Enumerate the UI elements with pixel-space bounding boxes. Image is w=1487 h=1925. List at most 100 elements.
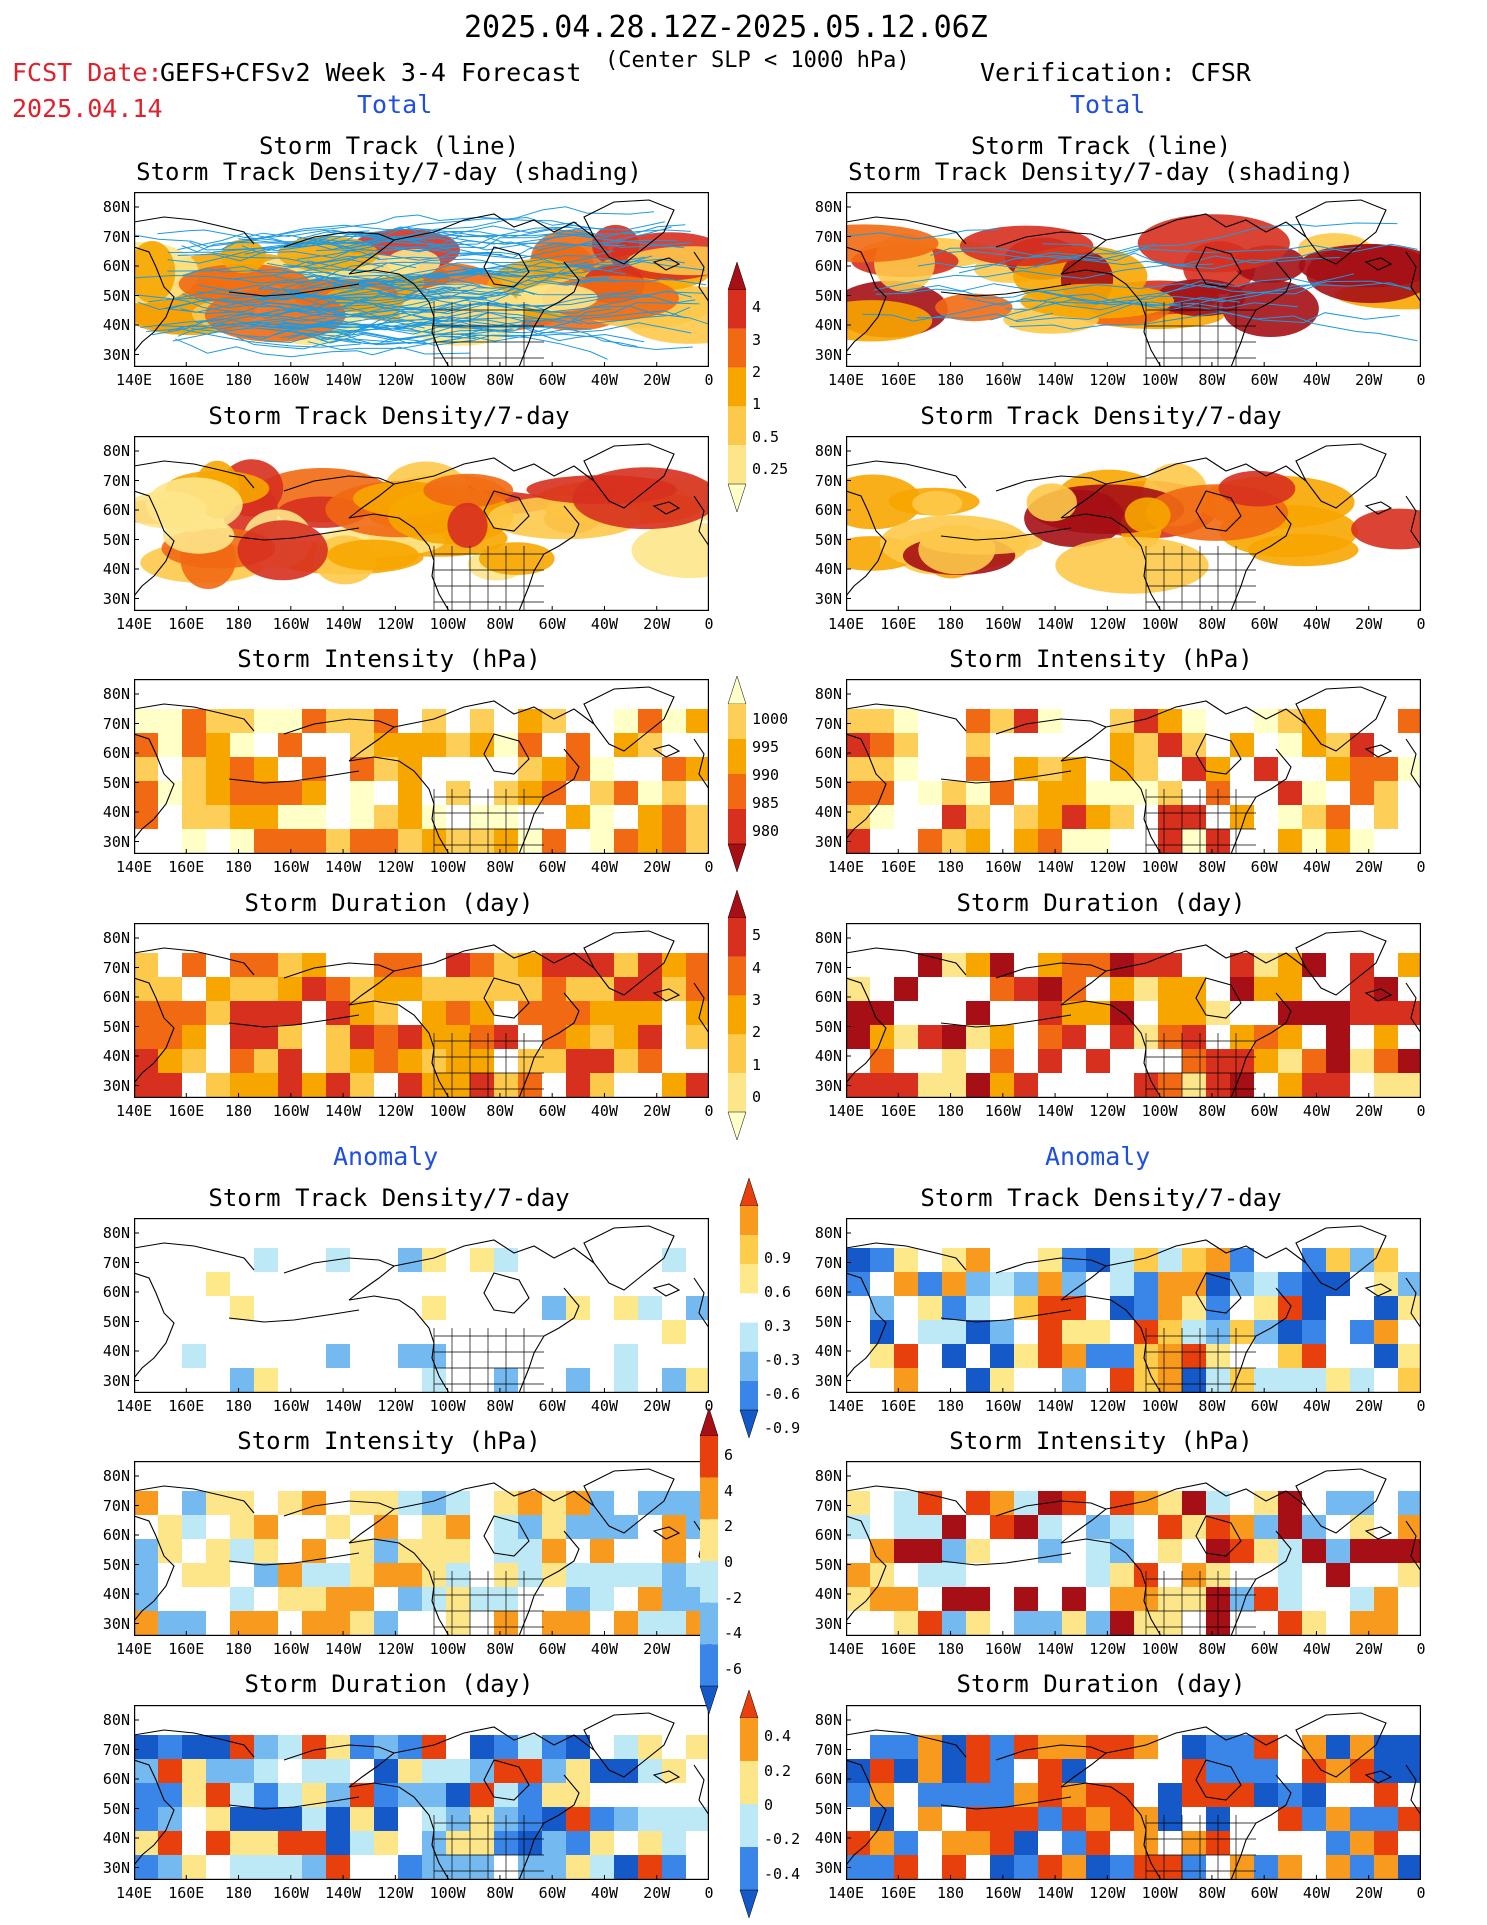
colorbar-swatch <box>700 1477 718 1520</box>
shading-cell <box>230 1073 254 1097</box>
lat-label: 50N <box>102 1799 130 1818</box>
shading-cell <box>542 1491 566 1515</box>
shading-cell <box>1230 1272 1254 1296</box>
shading-cell <box>1254 1025 1278 1049</box>
coast-europe <box>693 1277 710 1329</box>
coast-west-na <box>418 1315 450 1394</box>
shading-cell <box>1350 1735 1374 1759</box>
lon-label: 140E <box>115 1884 153 1902</box>
shading-cell <box>1158 1296 1182 1320</box>
coast-europe <box>1405 982 1422 1034</box>
shading-cell <box>254 829 278 853</box>
shading-cell <box>590 1563 614 1587</box>
axis-ticks <box>845 206 1422 367</box>
coast-greenland <box>1295 1468 1387 1534</box>
shading-cell <box>894 1515 918 1539</box>
shading-cell <box>1374 1735 1398 1759</box>
shading-cell <box>990 977 1014 1001</box>
state-borders <box>433 1571 544 1636</box>
map-panel-duanom-fcst <box>133 1704 710 1903</box>
shading-cell <box>542 1515 566 1539</box>
lon-label: 20W <box>643 371 671 389</box>
shading-cell <box>182 757 206 781</box>
storm-track-line <box>146 274 619 332</box>
shading-cell <box>1326 1491 1350 1515</box>
lat-label: 60N <box>102 1770 130 1788</box>
coast-asia <box>133 246 175 353</box>
shading-cell <box>1158 1855 1182 1879</box>
lon-label: 140W <box>325 1640 362 1658</box>
lat-label: 60N <box>814 988 842 1006</box>
colorbar-label: 0 <box>752 1088 762 1106</box>
shading-cell <box>966 1368 990 1392</box>
shading-cell <box>870 1831 894 1855</box>
shading-cell <box>302 757 326 781</box>
coast-greenland <box>583 1712 675 1778</box>
colorbar-label: 4 <box>752 298 762 316</box>
shading-cell <box>1038 1272 1062 1296</box>
shading-cell <box>1124 497 1171 534</box>
shading-cell <box>230 1759 254 1783</box>
lon-label: 40W <box>1302 1884 1330 1902</box>
shading-cell <box>1158 781 1182 805</box>
shading-cell <box>686 953 710 977</box>
shading-cell <box>1182 757 1206 781</box>
lon-label: 120W <box>377 1640 414 1658</box>
coast-aleutians <box>228 1309 360 1323</box>
colorbar-swatch <box>740 1264 758 1294</box>
shading-cell <box>206 733 230 757</box>
shading-cell <box>1398 1491 1422 1515</box>
shading-cell <box>1182 977 1206 1001</box>
shading-cell <box>870 1855 894 1879</box>
shading-cell <box>254 1855 278 1879</box>
storm-track-line <box>873 246 1361 291</box>
shading-cell <box>1398 1735 1422 1759</box>
lat-label: 50N <box>814 1555 842 1574</box>
shading-cell <box>1302 781 1326 805</box>
shading-cell <box>966 1783 990 1807</box>
colorbar-swatch <box>728 995 746 1035</box>
panel-title-intensity-obs: Storm Intensity (hPa) <box>949 645 1253 673</box>
shading-cell <box>918 1611 942 1635</box>
shading-cell <box>518 781 542 805</box>
axis-ticks <box>133 1232 710 1393</box>
shading-cell <box>470 1783 494 1807</box>
coast-aleutians <box>940 527 1072 541</box>
shading-cell <box>302 1563 326 1587</box>
shading-cell <box>1398 709 1422 733</box>
shading-cell <box>1230 1515 1254 1539</box>
colorbar-label: 1 <box>752 1056 762 1074</box>
shading-cell <box>278 1563 302 1587</box>
lat-label: 50N <box>814 286 842 305</box>
lat-label: 50N <box>814 1799 842 1818</box>
shading-cell <box>446 1539 470 1563</box>
shading-cell <box>1326 1025 1350 1049</box>
coast-east-na <box>518 992 580 1099</box>
shading-cell <box>398 1563 422 1587</box>
lat-label: 60N <box>102 501 130 519</box>
shading-cell <box>590 829 614 853</box>
lon-label: 140W <box>325 1397 362 1415</box>
shading-cell <box>1134 1296 1158 1320</box>
shading-cell <box>134 1783 158 1807</box>
shading-cell <box>1014 1491 1038 1515</box>
storm-track-line <box>308 272 481 286</box>
colorbar-label: -2 <box>724 1589 743 1607</box>
lat-label: 70N <box>814 714 842 733</box>
shading-cell <box>662 1491 686 1515</box>
shading-cell <box>278 1073 302 1097</box>
lon-label: 180 <box>936 1884 965 1902</box>
coast-greenland <box>1295 686 1387 752</box>
shading-cell <box>374 1807 398 1831</box>
storm-track-line <box>326 287 521 299</box>
lat-label: 30N <box>814 589 842 608</box>
colorbar-intensity_anomaly <box>699 1408 719 1714</box>
shading-cell <box>566 1515 590 1539</box>
storm-track-line <box>848 229 999 240</box>
shading-cell <box>1230 1368 1254 1392</box>
lat-label: 80N <box>102 929 130 947</box>
colorbar-label: -0.2 <box>764 1830 801 1848</box>
shading-cell <box>1206 1296 1230 1320</box>
shading-cell <box>446 781 470 805</box>
shading-cell <box>206 805 230 829</box>
